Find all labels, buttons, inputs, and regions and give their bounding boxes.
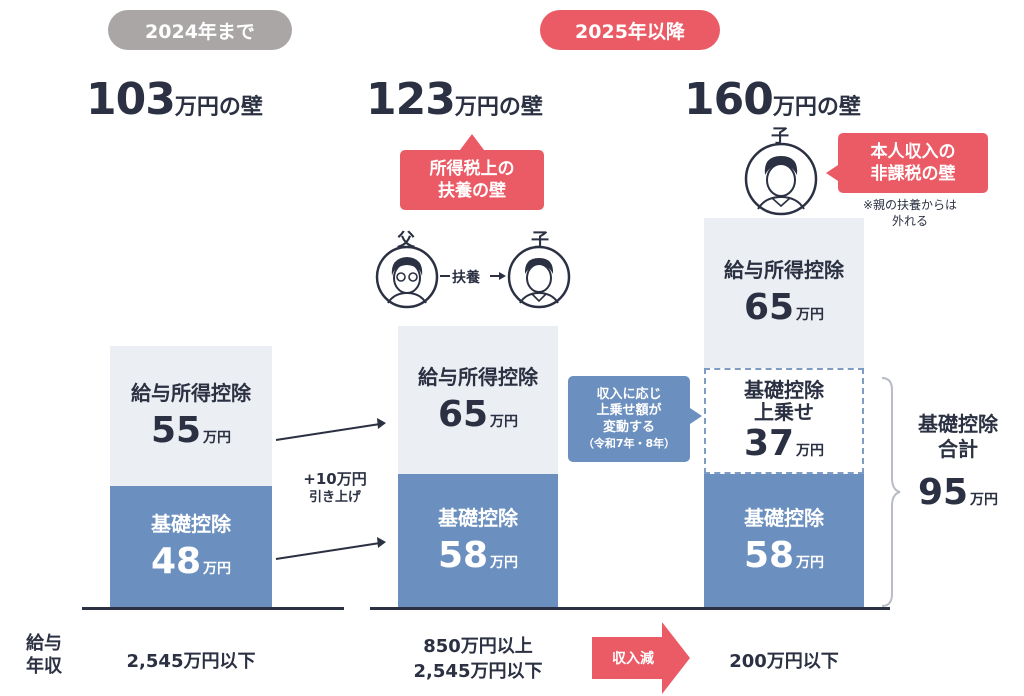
raise-note-line2: 引き上げ <box>308 489 361 505</box>
col3-salary-value: 65 万円 <box>744 287 824 328</box>
raise-note-line1: +10万円 <box>303 470 367 488</box>
col1-basic-number: 48 <box>150 541 202 582</box>
col3-salary-deduction: 給与所得控除 65 万円 <box>704 218 864 368</box>
wall-123-number: 123 <box>366 74 456 125</box>
wall-103-number: 103 <box>86 74 176 125</box>
wall-123: 123万円の壁 <box>366 74 543 125</box>
arrow-basic-head <box>377 537 386 548</box>
total-label-line1: 基礎控除 <box>918 412 998 436</box>
raise-note: +10万円 引き上げ <box>290 470 380 506</box>
total-label-line2: 合計 <box>938 437 978 461</box>
variable-callout-line2: 上乗せ額が <box>596 403 662 419</box>
salary-income-label-line1: 給与 <box>26 633 62 654</box>
arrow-salary-head <box>377 418 386 429</box>
total-basic-deduction: 基礎控除 合計 95 万円 <box>900 412 1016 513</box>
dependent-wall-callout: 所得税上の 扶養の壁 <box>400 150 544 210</box>
child-label-2: 子 <box>771 126 789 147</box>
callout-pointer-up <box>460 134 484 150</box>
variable-callout-line3: 変動する <box>602 420 655 436</box>
nontaxable-wall-callout-line1: 本人収入の <box>870 141 956 162</box>
col1-salary-number: 55 <box>150 410 202 451</box>
wall-160-number: 160 <box>684 74 774 125</box>
salary-income-label-line2: 年収 <box>26 656 62 678</box>
col3-basic-value: 58 万円 <box>744 535 824 576</box>
dependent-note-line1: ※親の扶養からは <box>862 198 958 212</box>
wall-123-unit: 万円の壁 <box>454 95 543 120</box>
col3-salary-label: 給与所得控除 <box>724 258 844 282</box>
col1-basic-value: 48 万円 <box>151 541 231 582</box>
variable-callout-line1: 収入に応じ <box>596 386 662 402</box>
total-unit: 万円 <box>970 492 999 508</box>
income-range-col2: 850万円以上 2,545万円以下 <box>378 634 578 684</box>
col2-basic-unit: 万円 <box>490 555 519 571</box>
nontaxable-wall-callout: 本人収入の 非課税の壁 <box>838 133 988 193</box>
income-decrease-label: 収入減 <box>612 651 654 667</box>
col2-basic-deduction: 基礎控除 58 万円 <box>398 474 558 608</box>
col2-basic-number: 58 <box>437 535 489 576</box>
father-label: 父 <box>397 230 415 251</box>
dependent-note-line2: 外れる <box>891 214 928 229</box>
support-label: 扶養 <box>452 270 480 286</box>
total-number: 95 <box>917 472 969 513</box>
child-avatar-icon <box>507 245 571 309</box>
col1-basic-label: 基礎控除 <box>151 512 231 536</box>
total-value: 95 万円 <box>900 472 1016 513</box>
salary-income-label: 給与 年収 <box>26 632 62 679</box>
callout-pointer-left <box>826 165 838 181</box>
col2-salary-value: 65 万円 <box>438 394 518 435</box>
variable-amount-callout: 収入に応じ 上乗せ額が 変動する （令和7年・8年） <box>568 376 690 462</box>
wall-160-unit: 万円の壁 <box>772 95 861 120</box>
col3-salary-number: 65 <box>743 287 795 328</box>
child-avatar-icon-2 <box>744 142 818 216</box>
col1-salary-deduction: 給与所得控除 55 万円 <box>110 346 272 486</box>
col1-salary-label: 給与所得控除 <box>131 381 251 405</box>
col2-salary-label: 給与所得控除 <box>418 365 538 389</box>
support-arrow-head <box>499 272 506 280</box>
total-bracket <box>881 377 901 607</box>
income-range-col1: 2,545万円以下 <box>126 651 256 672</box>
baseline-left <box>82 607 344 610</box>
dependent-wall-callout-line2: 扶養の壁 <box>438 181 506 201</box>
header-2024: 2024年まで <box>108 10 292 50</box>
income-decrease-arrow <box>592 622 690 694</box>
col3-extra-deduction: 基礎控除 上乗せ 37 万円 <box>704 368 864 474</box>
wall-160: 160万円の壁 <box>684 74 861 125</box>
col2-basic-label: 基礎控除 <box>438 506 518 530</box>
callout-pointer-right <box>690 408 702 424</box>
col2-salary-unit: 万円 <box>490 414 519 430</box>
variable-callout-line4: （令和7年・8年） <box>582 437 676 451</box>
col2-salary-deduction: 給与所得控除 65 万円 <box>398 326 558 474</box>
col1-basic-deduction: 基礎控除 48 万円 <box>110 486 272 608</box>
arrow-salary <box>275 423 381 441</box>
dependent-note: ※親の扶養からは 外れる <box>845 197 975 229</box>
wall-103-unit: 万円の壁 <box>174 95 263 120</box>
income-range-col2-line1: 850万円以上 <box>423 636 533 657</box>
col3-basic-unit: 万円 <box>796 555 825 571</box>
col3-extra-label-line1: 基礎控除 <box>744 377 824 402</box>
wall-103: 103万円の壁 <box>86 74 263 125</box>
income-range-col2-line2: 2,545万円以下 <box>413 661 543 683</box>
col1-basic-unit: 万円 <box>203 561 232 577</box>
child-label: 子 <box>531 230 549 251</box>
col3-extra-number: 37 <box>743 422 795 464</box>
header-2025: 2025年以降 <box>540 10 720 50</box>
arrow-basic <box>275 542 381 560</box>
col3-basic-label: 基礎控除 <box>744 506 824 530</box>
col3-extra-value: 37 万円 <box>744 423 824 464</box>
col3-basic-number: 58 <box>743 535 795 576</box>
nontaxable-wall-callout-line2: 非課税の壁 <box>870 164 956 184</box>
col1-salary-value: 55 万円 <box>151 410 231 451</box>
col2-salary-number: 65 <box>437 394 489 435</box>
col3-extra-label-line2: 上乗せ <box>754 399 814 424</box>
income-range-col3: 200万円以下 <box>729 651 839 672</box>
col3-extra-unit: 万円 <box>796 442 825 459</box>
col3-salary-unit: 万円 <box>796 307 825 323</box>
baseline-right <box>370 607 890 610</box>
father-avatar-icon <box>375 245 439 309</box>
col3-basic-deduction: 基礎控除 58 万円 <box>704 474 864 608</box>
col2-basic-value: 58 万円 <box>438 535 518 576</box>
dependent-wall-callout-line1: 所得税上の <box>429 158 515 179</box>
col1-salary-unit: 万円 <box>203 430 232 446</box>
